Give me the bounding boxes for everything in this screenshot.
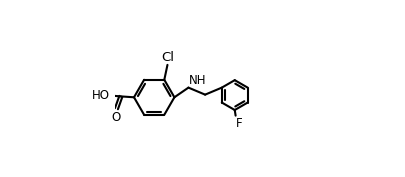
Text: NH: NH	[189, 74, 207, 87]
Text: F: F	[236, 117, 243, 130]
Text: Cl: Cl	[161, 51, 174, 64]
Text: O: O	[111, 111, 121, 124]
Text: HO: HO	[92, 89, 110, 102]
